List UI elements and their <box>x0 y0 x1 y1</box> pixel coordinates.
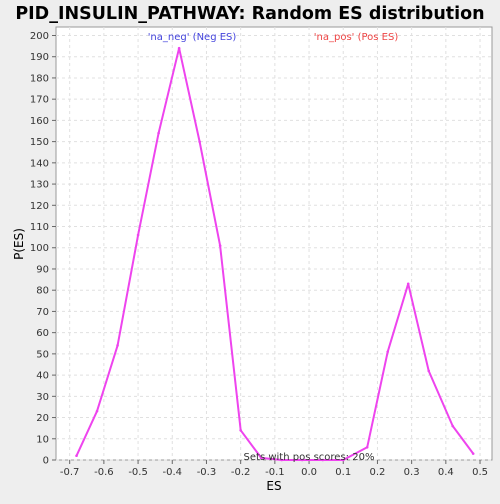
x-tick-label: 0.4 <box>438 467 454 478</box>
plot-area <box>55 26 493 461</box>
y-tick-label: 150 <box>30 137 49 148</box>
x-tick-label: 0.2 <box>369 467 385 478</box>
y-tick-label: 140 <box>30 158 49 169</box>
series-layer <box>75 46 475 462</box>
chart-title: PID_INSULIN_PATHWAY: Random ES distribut… <box>15 4 484 24</box>
data-point <box>451 424 454 428</box>
y-tick-label: 110 <box>30 222 49 233</box>
y-axis-label: P(ES) <box>12 228 26 260</box>
y-tick-label: 160 <box>30 116 49 127</box>
x-tick-label: -0.6 <box>94 467 114 478</box>
neg-es-label: 'na_neg' (Neg ES) <box>148 32 237 43</box>
y-tick-label: 30 <box>36 392 49 403</box>
pos-es-label: 'na_pos' (Pos ES) <box>314 32 399 43</box>
series-line <box>75 47 475 461</box>
y-tick-label: 40 <box>36 371 49 382</box>
data-point <box>239 428 242 432</box>
data-point <box>218 244 222 247</box>
data-point <box>136 233 140 237</box>
x-tick-label: 0.5 <box>472 467 488 478</box>
data-point <box>471 452 475 455</box>
y-tick-label: 130 <box>30 180 49 191</box>
data-point <box>95 409 99 413</box>
grid-lines <box>56 27 492 461</box>
data-point <box>157 131 160 135</box>
y-tick-label: 100 <box>30 243 49 254</box>
x-tick-label: -0.7 <box>60 467 80 478</box>
y-axis: 0 10 20 30 40 50 60 70 80 90 100 110 120 130 140 150 160… <box>30 31 56 467</box>
x-tick-label: 0.0 <box>301 467 317 478</box>
data-point <box>386 350 390 354</box>
y-tick-label: 120 <box>30 201 49 212</box>
y-tick-label: 20 <box>36 413 49 424</box>
x-axis: -0.7 -0.6 -0.5 -0.4 -0.3 -0.2 -0.1 0.0 0.1 0.2 0.3… <box>60 460 488 478</box>
data-point <box>116 344 119 347</box>
data-point <box>280 458 283 462</box>
data-point <box>427 369 431 373</box>
x-tick-label: 0.1 <box>335 467 351 478</box>
data-point <box>300 458 304 462</box>
x-tick-label: 0.3 <box>404 467 420 478</box>
y-tick-label: 80 <box>36 286 49 297</box>
x-axis-label: ES <box>266 479 281 493</box>
data-point <box>259 456 263 460</box>
data-point <box>198 140 201 143</box>
y-tick-label: 10 <box>36 434 49 445</box>
y-tick-label: 200 <box>30 31 49 42</box>
data-point <box>406 282 410 286</box>
y-tick-label: 190 <box>30 52 49 63</box>
data-point <box>75 454 78 458</box>
data-point <box>321 458 325 462</box>
x-tick-label: -0.5 <box>128 467 148 478</box>
x-tick-label: -0.4 <box>163 467 183 478</box>
y-tick-label: 90 <box>36 264 49 275</box>
x-tick-label: -0.2 <box>231 467 251 478</box>
y-tick-label: 170 <box>30 95 49 106</box>
y-tick-label: 50 <box>36 349 49 360</box>
data-point <box>341 458 345 462</box>
y-tick-label: 60 <box>36 328 49 339</box>
pos-score-note: Sets with pos scores: 20% <box>244 452 375 463</box>
y-tick-label: 0 <box>43 456 49 467</box>
y-tick-label: 180 <box>30 73 49 84</box>
data-point <box>365 445 369 449</box>
x-tick-label: -0.3 <box>197 467 217 478</box>
y-tick-label: 70 <box>36 307 49 318</box>
data-point <box>177 46 181 50</box>
x-tick-label: -0.1 <box>265 467 285 478</box>
